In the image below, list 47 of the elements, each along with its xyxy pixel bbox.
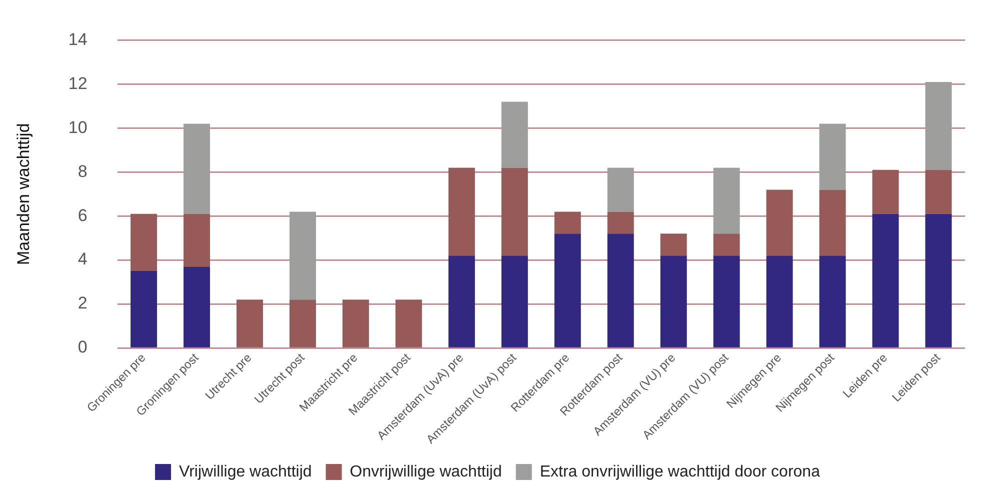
bar (184, 214, 210, 267)
bar (289, 300, 316, 348)
y-tick-label: 0 (78, 338, 88, 357)
bar (607, 212, 634, 234)
bar (501, 102, 528, 168)
bar (501, 256, 528, 348)
legend-label: Extra onvrijwillige wachttijd door corona (540, 463, 820, 480)
bar (184, 124, 210, 214)
bar (766, 256, 793, 348)
y-tick-label: 12 (68, 74, 88, 93)
y-tick-label: 6 (78, 206, 88, 225)
bar (872, 170, 899, 214)
y-tick-label: 4 (78, 250, 88, 269)
y-tick-label: 8 (78, 162, 88, 181)
bar (925, 82, 952, 170)
y-axis-title: Maanden wachttijd (14, 123, 33, 265)
bar (448, 256, 475, 348)
y-tick-label: 14 (68, 30, 88, 49)
bar (713, 168, 740, 234)
bar (819, 256, 846, 348)
bar (660, 234, 687, 256)
legend-label: Vrijwillige wachttijd (179, 463, 312, 480)
bar (554, 234, 581, 348)
bar (236, 300, 264, 348)
bar (554, 212, 581, 234)
bar (713, 234, 740, 256)
bar (872, 214, 899, 348)
bar (607, 168, 634, 212)
bar (819, 124, 846, 190)
legend-label: Onvrijwillige wachttijd (350, 463, 502, 480)
bar (660, 256, 687, 348)
y-tick-label: 2 (78, 294, 88, 313)
bar (501, 168, 528, 256)
bar (184, 266, 210, 348)
bar (130, 214, 158, 272)
bar (289, 212, 316, 300)
bar (448, 168, 475, 256)
bar (925, 214, 952, 348)
bar (395, 300, 422, 348)
bar (607, 234, 634, 348)
bar (819, 190, 846, 256)
bar (130, 271, 158, 348)
bar (713, 256, 740, 348)
bar (925, 170, 952, 214)
y-tick-label: 10 (68, 118, 88, 137)
bar (342, 300, 369, 348)
bar (766, 190, 793, 256)
